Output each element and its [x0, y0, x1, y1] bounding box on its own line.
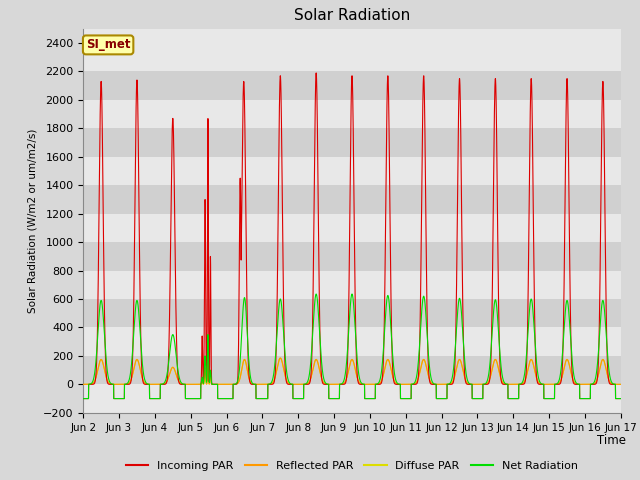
Bar [83, 242, 621, 271]
Bar [83, 72, 621, 100]
Bar [83, 299, 621, 327]
Bar [83, 356, 621, 384]
Bar [83, 100, 621, 128]
Bar [83, 327, 621, 356]
Bar [83, 185, 621, 214]
Bar [83, 214, 621, 242]
Bar [83, 157, 621, 185]
Title: Solar Radiation: Solar Radiation [294, 9, 410, 24]
Legend: Incoming PAR, Reflected PAR, Diffuse PAR, Net Radiation: Incoming PAR, Reflected PAR, Diffuse PAR… [122, 457, 582, 476]
Bar [83, 43, 621, 72]
Text: SI_met: SI_met [86, 38, 131, 51]
Y-axis label: Solar Radiation (W/m2 or um/m2/s): Solar Radiation (W/m2 or um/m2/s) [28, 129, 37, 313]
X-axis label: Time: Time [597, 434, 626, 447]
Bar [83, 128, 621, 157]
Bar [83, 271, 621, 299]
Bar [83, 384, 621, 413]
